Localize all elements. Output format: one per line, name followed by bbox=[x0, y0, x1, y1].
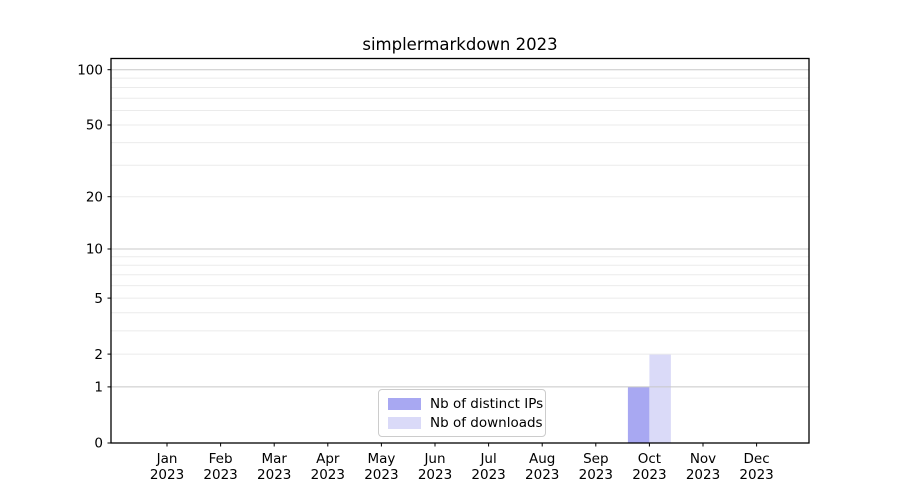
x-tick-label: Aug 2023 bbox=[525, 451, 559, 483]
y-tick-label: 10 bbox=[86, 242, 103, 258]
x-tick-label: Mar 2023 bbox=[257, 451, 291, 483]
x-tick-label: May 2023 bbox=[364, 451, 398, 483]
y-tick-label: 20 bbox=[86, 189, 103, 205]
legend: Nb of distinct IPs Nb of downloads bbox=[378, 389, 546, 437]
x-tick-label: Jul 2023 bbox=[471, 451, 505, 483]
y-tick-label: 100 bbox=[77, 62, 103, 78]
bar-series0-oct-2023 bbox=[627, 386, 650, 443]
plot-border bbox=[110, 57, 810, 444]
y-tick-label: 0 bbox=[94, 436, 103, 452]
legend-item-distinct-ips: Nb of distinct IPs bbox=[388, 395, 543, 413]
y-tick-label: 50 bbox=[86, 118, 103, 134]
x-tick-label: Nov 2023 bbox=[686, 451, 720, 483]
legend-label-downloads: Nb of downloads bbox=[430, 415, 543, 431]
legend-swatch-downloads bbox=[388, 417, 421, 429]
x-tick-label: Feb 2023 bbox=[203, 451, 237, 483]
legend-label-distinct-ips: Nb of distinct IPs bbox=[430, 396, 544, 412]
y-tick-label: 5 bbox=[94, 291, 103, 307]
x-tick-label: Sep 2023 bbox=[579, 451, 613, 483]
y-tick-label: 1 bbox=[94, 380, 103, 396]
x-tick-label: Apr 2023 bbox=[311, 451, 345, 483]
bar-series1-oct-2023 bbox=[649, 354, 671, 443]
legend-item-downloads: Nb of downloads bbox=[388, 414, 543, 432]
x-tick-label: Jan 2023 bbox=[150, 451, 184, 483]
x-tick-label: Dec 2023 bbox=[739, 451, 773, 483]
x-tick-label: Jun 2023 bbox=[418, 451, 452, 483]
chart-title: simplermarkdown 2023 bbox=[362, 35, 558, 54]
y-tick-label: 2 bbox=[94, 347, 103, 363]
legend-swatch-distinct-ips bbox=[388, 398, 421, 410]
x-tick-label: Oct 2023 bbox=[632, 451, 666, 483]
